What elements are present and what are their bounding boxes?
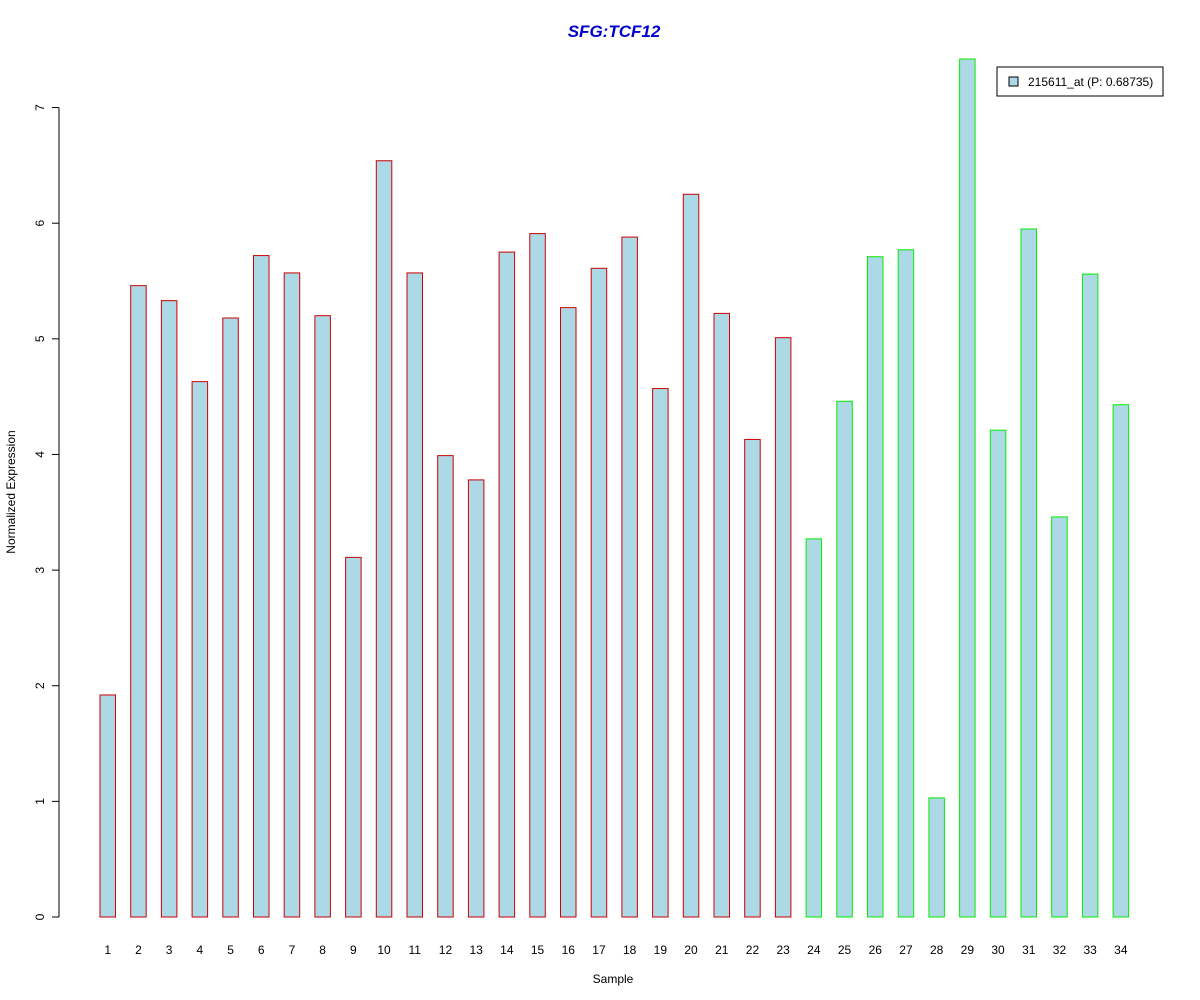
bar-sample-20	[682, 193, 700, 918]
bar-sample-34	[1112, 404, 1130, 918]
bar-sample-2	[130, 285, 147, 918]
x-tick-label: 28	[930, 943, 944, 957]
bar-sample-11	[406, 272, 423, 918]
x-tick-label: 10	[377, 943, 391, 957]
x-tick-label: 4	[197, 943, 204, 957]
bar-sample-1	[99, 694, 116, 918]
x-tick-label: 15	[531, 943, 545, 957]
y-tick-label: 4	[33, 451, 47, 458]
bar-sample-32	[1051, 516, 1068, 918]
x-tick-label: 1	[104, 943, 111, 957]
x-tick-label: 34	[1114, 943, 1128, 957]
x-tick-label: 14	[500, 943, 514, 957]
x-tick-label: 24	[807, 943, 821, 957]
bar-sample-6	[253, 255, 270, 918]
x-tick-label: 7	[289, 943, 296, 957]
x-tick-label: 9	[350, 943, 357, 957]
bar-sample-5	[222, 317, 239, 918]
x-tick-label: 2	[135, 943, 142, 957]
x-tick-label: 25	[838, 943, 852, 957]
bar-sample-24	[805, 538, 823, 918]
bar-sample-33	[1081, 273, 1099, 918]
bar-sample-22	[744, 438, 761, 918]
x-tick-label: 12	[439, 943, 453, 957]
x-tick-label: 20	[684, 943, 698, 957]
chart-title: SFG:TCF12	[568, 22, 661, 41]
y-axis-label: Normalized Expression	[4, 430, 18, 553]
bar-sample-25	[836, 400, 853, 918]
x-tick-label: 18	[623, 943, 637, 957]
x-tick-label: 16	[562, 943, 576, 957]
bar-sample-8	[314, 315, 331, 918]
legend-swatch	[1008, 76, 1019, 87]
bar-sample-17	[590, 267, 608, 918]
legend: 215611_at (P: 0.68735)	[996, 66, 1164, 97]
bar-sample-27	[897, 249, 915, 918]
x-tick-label: 29	[961, 943, 975, 957]
bar-sample-30	[989, 429, 1007, 918]
x-axis-label: Sample	[593, 972, 634, 986]
x-tick-label: 17	[592, 943, 606, 957]
bar-sample-10	[375, 160, 393, 918]
bar-sample-18	[621, 236, 638, 918]
bar-sample-19	[652, 388, 669, 918]
y-tick-label: 1	[33, 798, 47, 805]
x-tick-label: 8	[319, 943, 326, 957]
y-tick-label: 0	[33, 913, 47, 920]
bar-sample-23	[774, 337, 792, 918]
bar-sample-26	[867, 256, 884, 918]
x-tick-label: 26	[869, 943, 883, 957]
x-tick-label: 11	[409, 943, 422, 957]
bar-sample-14	[498, 251, 516, 918]
y-ticks: 0 1 2 3 4 5 6 7	[33, 104, 59, 920]
y-tick-label: 5	[33, 335, 47, 342]
x-tick-label: 19	[654, 943, 668, 957]
bar-sample-21	[713, 312, 730, 918]
bar-sample-29	[959, 58, 976, 918]
bar-sample-9	[345, 556, 362, 918]
bar-sample-7	[283, 272, 301, 918]
y-tick-label: 6	[33, 220, 47, 227]
bar-sample-12	[437, 455, 454, 918]
x-tick-label: 23	[776, 943, 790, 957]
x-tick-label: 13	[469, 943, 483, 957]
x-tick-label: 21	[715, 943, 729, 957]
x-tick-label: 27	[899, 943, 913, 957]
x-tick-label: 3	[166, 943, 173, 957]
x-tick-label: 22	[746, 943, 760, 957]
x-tick-label: 31	[1022, 943, 1036, 957]
bar-sample-31	[1020, 228, 1037, 918]
bar-sample-16	[560, 307, 577, 918]
y-tick-label: 2	[33, 682, 47, 689]
x-tick-label: 5	[227, 943, 234, 957]
bars	[99, 58, 1130, 918]
x-tick-label: 32	[1053, 943, 1067, 957]
x-tick-label: 33	[1083, 943, 1097, 957]
y-tick-label: 7	[33, 104, 47, 111]
x-tick-labels: 1 2 3 4 5 6 7 8 9 10 11 12 13 14 15 16 17 18 19 20 21 22 23 24 2…	[104, 943, 1127, 957]
bar-sample-4	[191, 381, 209, 918]
y-axis: 0 1 2 3 4 5 6 7	[33, 104, 60, 920]
x-tick-label: 30	[991, 943, 1005, 957]
legend-box	[996, 66, 1164, 97]
legend-entry-label: 215611_at (P: 0.68735)	[1028, 75, 1153, 89]
y-tick-label: 3	[33, 566, 47, 573]
bar-sample-28	[928, 797, 945, 918]
x-tick-label: 6	[258, 943, 265, 957]
bar-sample-3	[160, 300, 178, 918]
bar-sample-15	[529, 233, 546, 918]
bar-sample-13	[467, 479, 485, 918]
